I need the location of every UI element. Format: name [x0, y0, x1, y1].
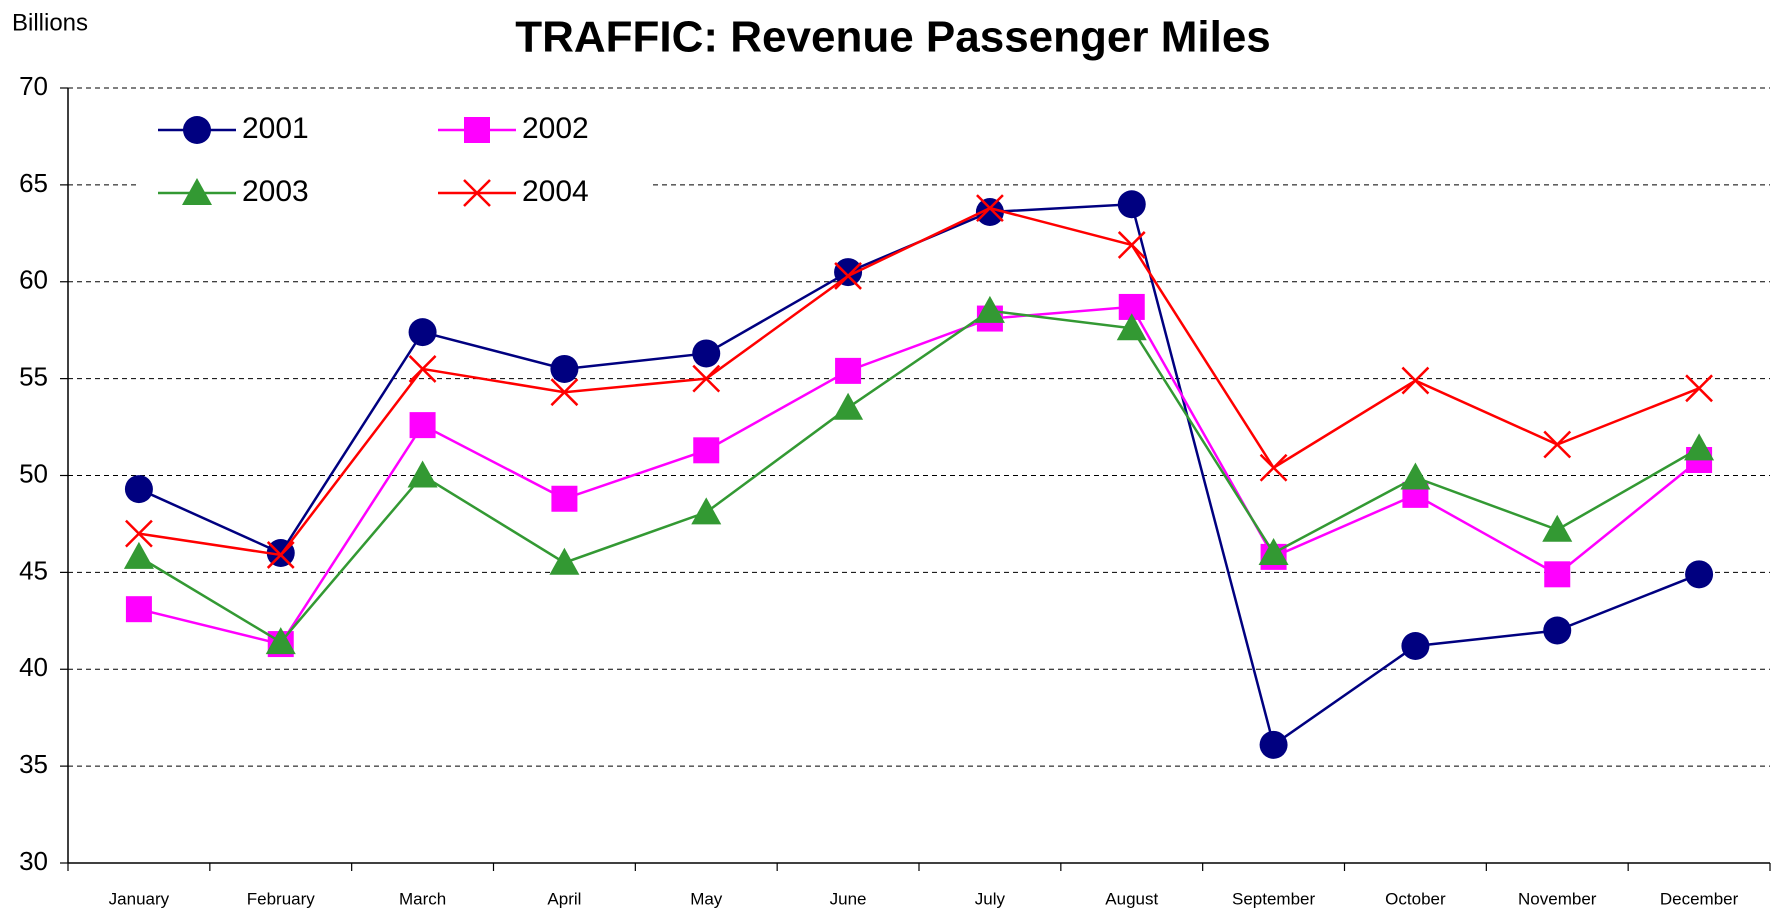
- chart-title: TRAFFIC: Revenue Passenger Miles: [515, 13, 1271, 62]
- y-tick-label: 50: [19, 458, 48, 488]
- y-tick-label: 35: [19, 749, 48, 779]
- y-tick-label: 55: [19, 362, 48, 392]
- data-point: [407, 460, 438, 488]
- data-point: [1116, 313, 1147, 341]
- data-point: [1117, 190, 1146, 219]
- x-tick-label: November: [1518, 889, 1597, 908]
- data-point: [1259, 453, 1288, 482]
- data-point: [551, 485, 578, 512]
- data-point: [549, 547, 580, 575]
- data-point: [835, 357, 862, 384]
- data-point: [1684, 433, 1715, 461]
- y-tick-label: 70: [19, 71, 48, 101]
- legend-label: 2001: [242, 112, 309, 145]
- data-point: [1117, 231, 1146, 259]
- data-point: [123, 541, 154, 569]
- data-point: [550, 378, 579, 407]
- data-point: [833, 392, 864, 420]
- legend-label: 2003: [242, 175, 309, 208]
- data-point: [1401, 366, 1430, 395]
- data-point: [408, 318, 437, 347]
- data-point: [692, 364, 721, 393]
- data-point: [1401, 632, 1430, 660]
- data-point: [834, 262, 862, 290]
- data-point: [1542, 514, 1573, 542]
- legend-marker: [183, 116, 211, 144]
- legend: 2001 2002 2003 2004: [140, 108, 650, 220]
- series-line: [138, 309, 1700, 644]
- data-point: [1544, 561, 1571, 588]
- x-tick-label: July: [975, 889, 1006, 908]
- data-point: [691, 497, 722, 525]
- data-point: [974, 295, 1005, 323]
- data-point: [975, 198, 1004, 226]
- data-point: [834, 258, 863, 287]
- legend-marker: [463, 179, 491, 207]
- data-point: [1685, 374, 1713, 403]
- y-axis-label: Billions: [12, 9, 88, 36]
- series-line: [138, 206, 1700, 557]
- y-tick-label: 45: [19, 555, 48, 585]
- data-point: [693, 437, 720, 464]
- y-tick-label: 40: [19, 652, 48, 682]
- series-line: [138, 305, 1700, 646]
- series-line: [138, 202, 1700, 747]
- legend-marker: [182, 178, 212, 205]
- data-point: [1543, 616, 1572, 645]
- legend-label: 2002: [522, 112, 589, 145]
- data-point: [125, 519, 153, 548]
- x-tick-label: September: [1232, 889, 1315, 908]
- legend-marker: [464, 117, 490, 143]
- y-tick-label: 65: [19, 168, 48, 198]
- x-tick-label: October: [1385, 889, 1446, 908]
- legend-label: 2004: [522, 175, 589, 208]
- x-tick-label: December: [1660, 889, 1739, 908]
- x-tick-label: February: [247, 889, 316, 908]
- data-point: [1400, 462, 1431, 490]
- data-point: [976, 194, 1004, 223]
- data-point: [125, 596, 152, 623]
- data-point: [265, 627, 296, 655]
- data-point: [1685, 560, 1714, 589]
- data-point: [1258, 538, 1289, 565]
- x-tick-label: January: [109, 889, 170, 908]
- data-point: [1259, 730, 1288, 759]
- data-point: [266, 541, 295, 569]
- data-point: [550, 354, 579, 383]
- y-tick-label: 60: [19, 265, 48, 295]
- data-point: [1543, 430, 1572, 459]
- data-point: [409, 412, 436, 439]
- data-point: [124, 475, 153, 504]
- legend-background: [140, 108, 650, 220]
- y-tick-label: 30: [19, 846, 48, 876]
- x-tick-label: April: [547, 889, 581, 908]
- data-point: [692, 339, 721, 368]
- x-tick-label: August: [1105, 889, 1158, 908]
- x-tick-label: May: [690, 889, 723, 908]
- data-point: [408, 355, 437, 383]
- x-tick-label: March: [399, 889, 446, 908]
- x-tick-label: June: [830, 889, 867, 908]
